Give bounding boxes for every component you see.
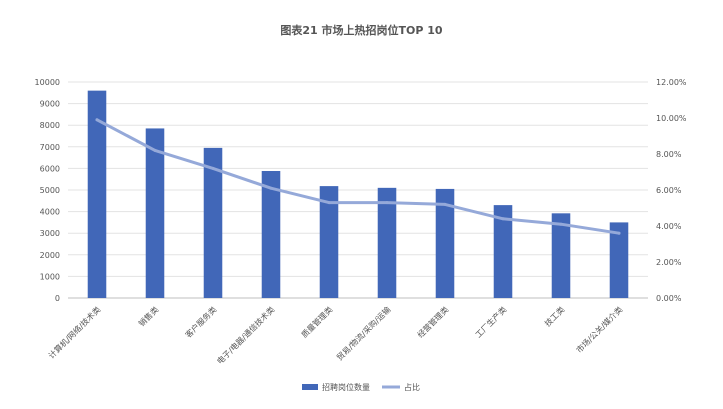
left-tick-label: 2000 bbox=[40, 251, 60, 260]
bar bbox=[493, 205, 513, 298]
bar bbox=[435, 188, 455, 298]
left-tick-label: 10000 bbox=[35, 78, 60, 87]
left-axis-ticks: 0 1000 2000 3000 4000 5000 6000 7000 8000 9000 100… bbox=[35, 78, 60, 303]
line-point bbox=[153, 148, 157, 152]
right-tick-label: 10.00% bbox=[656, 114, 687, 123]
category-label: 技工类 bbox=[542, 304, 566, 328]
bar-series bbox=[87, 90, 629, 298]
left-tick-label: 3000 bbox=[40, 229, 60, 238]
legend-label-line: 占比 bbox=[404, 382, 420, 392]
left-tick-label: 4000 bbox=[40, 208, 60, 217]
right-tick-label: 8.00% bbox=[656, 150, 682, 159]
line-point bbox=[95, 118, 99, 122]
right-axis-ticks: 0.00% 2.00% 4.00% 6.00% 8.00% 10.00% 12.00% bbox=[656, 78, 687, 303]
right-tick-label: 12.00% bbox=[656, 78, 687, 87]
right-tick-label: 2.00% bbox=[656, 258, 682, 267]
line-point bbox=[211, 166, 215, 170]
left-tick-label: 0 bbox=[55, 294, 60, 303]
bar bbox=[261, 170, 281, 298]
left-tick-label: 6000 bbox=[40, 164, 60, 173]
bar bbox=[203, 147, 223, 298]
legend: 招聘岗位数量 占比 bbox=[302, 382, 420, 392]
left-tick-label: 9000 bbox=[40, 100, 60, 109]
chart-title: 图表21 市场上热招岗位TOP 10 bbox=[280, 23, 443, 37]
line-path bbox=[95, 118, 621, 235]
category-label: 销售类 bbox=[136, 304, 160, 328]
bar bbox=[609, 222, 629, 298]
category-label: 经营管理类 bbox=[415, 304, 450, 339]
right-tick-label: 0.00% bbox=[656, 294, 682, 303]
left-tick-label: 5000 bbox=[40, 186, 60, 195]
line-point bbox=[559, 222, 563, 226]
line-point bbox=[501, 217, 505, 221]
category-label: 市场/公关/媒介类 bbox=[574, 304, 624, 354]
bar bbox=[319, 186, 339, 298]
bar bbox=[551, 213, 571, 298]
category-label: 计算机/网络/技术类 bbox=[46, 304, 102, 360]
line-point bbox=[385, 201, 389, 205]
bar bbox=[87, 90, 107, 298]
gridlines bbox=[68, 81, 648, 299]
category-label: 电子/电器/通信技术类 bbox=[215, 304, 277, 366]
left-tick-label: 1000 bbox=[40, 272, 60, 281]
category-label: 贸易/物流/采购/运输 bbox=[334, 304, 392, 362]
category-label: 工厂生产类 bbox=[473, 304, 508, 339]
line-point bbox=[269, 186, 273, 190]
category-label: 客户服务类 bbox=[183, 304, 218, 339]
line-point bbox=[443, 202, 447, 206]
legend-swatch-bar bbox=[302, 384, 318, 390]
left-tick-label: 7000 bbox=[40, 143, 60, 152]
right-tick-label: 6.00% bbox=[656, 186, 682, 195]
line-series bbox=[95, 118, 621, 235]
line-point bbox=[617, 231, 621, 235]
bar bbox=[145, 128, 165, 298]
right-tick-label: 4.00% bbox=[656, 222, 682, 231]
line-point bbox=[327, 201, 331, 205]
bar bbox=[377, 187, 397, 298]
left-tick-label: 8000 bbox=[40, 121, 60, 130]
legend-label-bar: 招聘岗位数量 bbox=[322, 382, 370, 392]
category-label: 质量管理类 bbox=[299, 304, 334, 339]
